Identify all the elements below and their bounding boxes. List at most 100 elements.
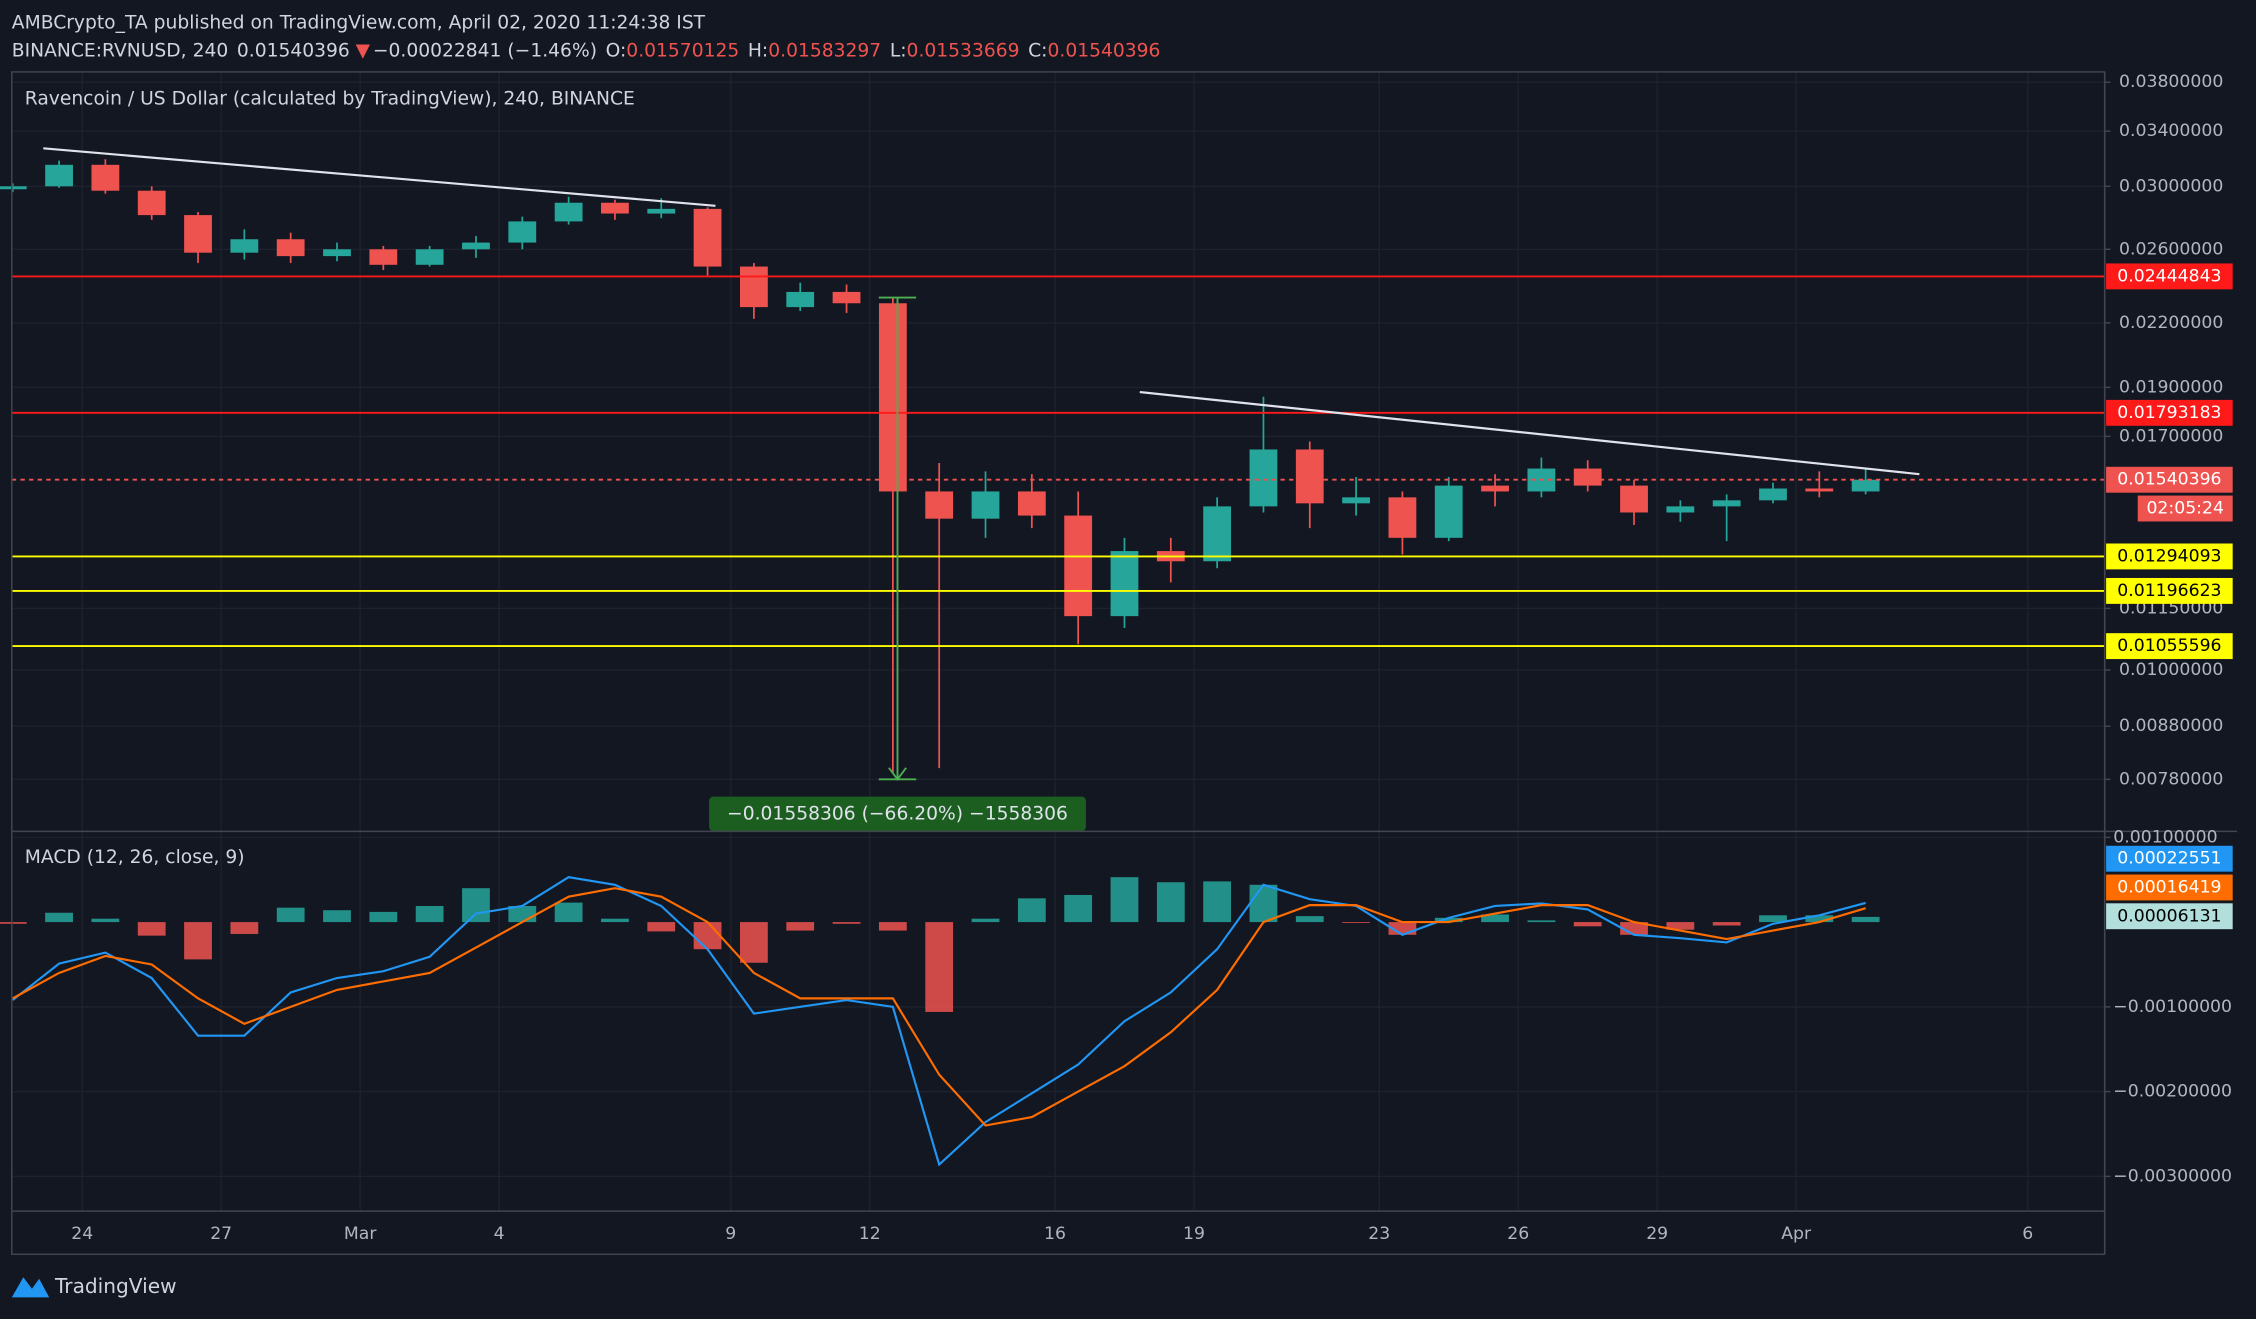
candle-body [415, 249, 444, 265]
countdown-box [2137, 495, 2233, 522]
candle-body [971, 491, 1000, 519]
x-tick-label: 24 [71, 1224, 93, 1244]
grid [11, 71, 2105, 1212]
logo: TradingView [11, 1274, 177, 1298]
histogram-bar [1342, 922, 1370, 923]
candle-body [1851, 479, 1880, 492]
candle-body [184, 215, 212, 253]
histogram-bar [925, 922, 954, 1012]
level-label-box [2106, 399, 2233, 426]
histogram-bar [878, 922, 907, 931]
trendline [1139, 390, 1920, 476]
candle-body [323, 249, 351, 257]
histogram-bar [1759, 915, 1787, 923]
histogram-bar [1805, 915, 1834, 923]
y-tick-label: 0.00100000 [2113, 827, 2217, 847]
histogram-bar [91, 918, 120, 923]
histogram-bar [369, 911, 398, 923]
candle-body [45, 164, 73, 187]
histogram-bar [1573, 922, 1602, 927]
histogram-bar [971, 918, 1000, 923]
histogram-bar [45, 912, 73, 923]
histogram-bar [0, 922, 27, 924]
candle-body [1017, 491, 1046, 516]
histogram-bar [786, 922, 815, 931]
histogram-bar [554, 902, 583, 923]
candle-body [91, 164, 120, 191]
level-label-box [2106, 577, 2233, 604]
candle-body [1805, 488, 1834, 492]
candle-body [1295, 449, 1324, 504]
histogram-bar [1434, 917, 1463, 923]
histogram-bar [832, 922, 861, 924]
histogram-bar [137, 922, 166, 936]
x-tick-label: 29 [1646, 1224, 1668, 1244]
candle-body [1573, 468, 1602, 486]
histogram-bar [1666, 922, 1695, 930]
candle-body [601, 202, 629, 214]
histogram-bar [462, 888, 490, 923]
candle-body [786, 291, 815, 308]
candle-body [1712, 500, 1741, 507]
candle-body [740, 266, 768, 308]
candle-body [832, 291, 861, 304]
y-tick-label: 0.00780000 [2119, 769, 2223, 789]
y-tick-label: 0.01900000 [2119, 377, 2223, 397]
candle-body [1110, 551, 1139, 617]
y-tick-label: 0.01000000 [2119, 660, 2223, 680]
footer-brand: TradingView [54, 1274, 177, 1298]
candle-body [878, 303, 907, 492]
arrow: ▼ [356, 40, 371, 61]
x-tick-label: 27 [210, 1224, 232, 1244]
macd-line [12, 887, 1866, 1127]
plot: −0.01558306 (−66.20%) −1558306 [0, 147, 2105, 1167]
histogram-bar [1203, 881, 1232, 923]
candle-body [1481, 485, 1509, 492]
candle-body [554, 202, 583, 222]
candle-body [1064, 515, 1093, 617]
histogram-bar [1110, 877, 1139, 923]
x-tick-label: 23 [1368, 1224, 1390, 1244]
y-tick-label: 0.02200000 [2119, 313, 2223, 333]
o-label: O: [606, 40, 627, 61]
last-value-box [2106, 903, 2233, 930]
countdown: 02:05:24 [2146, 499, 2223, 519]
candle-body [462, 242, 490, 250]
candle-body [369, 249, 398, 265]
histogram-bar [740, 922, 768, 963]
level-label-box [2106, 543, 2233, 570]
histogram-bar [1064, 894, 1093, 923]
x-tick-label: Apr [1781, 1224, 1812, 1244]
y-tick-label: −0.00200000 [2113, 1082, 2232, 1102]
y-tick-label: −0.00100000 [2113, 997, 2232, 1017]
open: 0.01570125 [626, 40, 739, 61]
l-label: L: [890, 40, 907, 61]
candle-body [137, 190, 166, 216]
x-tick-label: 4 [494, 1224, 505, 1244]
histogram-bar [415, 905, 444, 923]
last-value-label: 0.00016419 [2117, 877, 2221, 897]
candle-body [1203, 506, 1232, 562]
last-value-box [2106, 845, 2233, 872]
low: 0.01533669 [907, 40, 1020, 61]
last-value-box [2106, 874, 2233, 901]
histogram-bar [1017, 898, 1046, 923]
high: 0.01583297 [768, 40, 881, 61]
candle-body [1342, 497, 1370, 504]
measure-arrow [888, 767, 907, 781]
c-label: C: [1028, 40, 1047, 61]
close: 0.01540396 [1048, 40, 1161, 61]
symbol: BINANCE:RVNUSD, 240 [12, 40, 228, 61]
candle-body [508, 221, 537, 243]
trendline [43, 147, 716, 207]
h-label: H: [748, 40, 768, 61]
price: 0.01540396 [237, 40, 350, 61]
level-label: 0.01793183 [2117, 403, 2221, 423]
last-value-label: 0.00022551 [2117, 849, 2221, 869]
histogram-bar [276, 907, 305, 923]
x-tick-label: Mar [344, 1224, 377, 1244]
x-tick-label: 19 [1183, 1224, 1205, 1244]
candle-body [1759, 488, 1787, 501]
